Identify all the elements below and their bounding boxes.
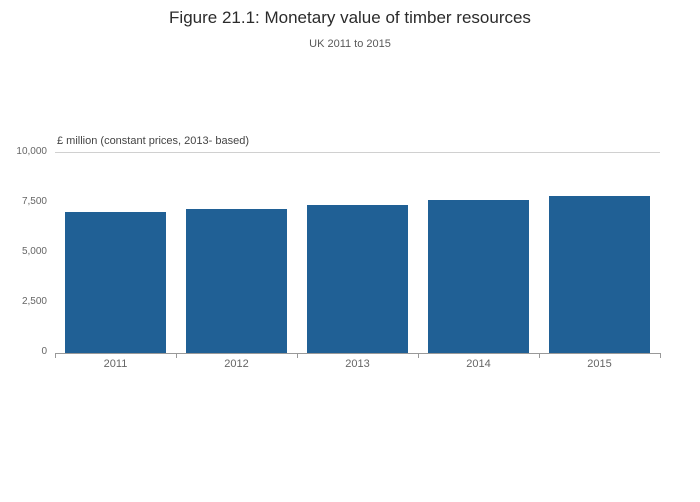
x-axis-tick <box>55 353 56 358</box>
bars-container <box>55 153 660 353</box>
x-tick-label: 2013 <box>345 358 370 370</box>
plot-area <box>55 152 660 354</box>
y-tick-label: 0 <box>41 346 47 357</box>
bar-slot <box>176 153 297 353</box>
bar-slot <box>418 153 539 353</box>
x-axis-tick <box>418 353 419 358</box>
y-tick-label: 7,500 <box>21 196 47 207</box>
bar-slot <box>297 153 418 353</box>
x-tick-label: 2011 <box>103 358 128 370</box>
x-axis-tick <box>176 353 177 358</box>
chart-subtitle: UK 2011 to 2015 <box>309 38 391 50</box>
x-tick-label: 2015 <box>587 358 612 370</box>
x-axis-labels: 2011 2012 2013 2014 2015 <box>55 358 660 370</box>
x-axis-tick <box>539 353 540 358</box>
y-axis-label: £ million (constant prices, 2013- based) <box>57 135 249 147</box>
x-axis-tick <box>660 353 661 358</box>
bar-2013 <box>306 205 409 353</box>
x-tick-label: 2014 <box>466 358 491 370</box>
chart-title: Figure 21.1: Monetary value of timber re… <box>169 8 531 27</box>
bar-slot <box>539 153 660 353</box>
bar-2011 <box>64 212 167 353</box>
x-axis-tick <box>297 353 298 358</box>
bar-2015 <box>548 196 651 353</box>
x-tick-label: 2012 <box>224 358 249 370</box>
bar-slot <box>55 153 176 353</box>
y-tick-label: 2,500 <box>21 296 47 307</box>
y-tick-label: 5,000 <box>21 246 47 257</box>
bar-2014 <box>427 200 530 353</box>
bar-2012 <box>185 209 288 353</box>
y-tick-label: 10,000 <box>16 146 47 157</box>
